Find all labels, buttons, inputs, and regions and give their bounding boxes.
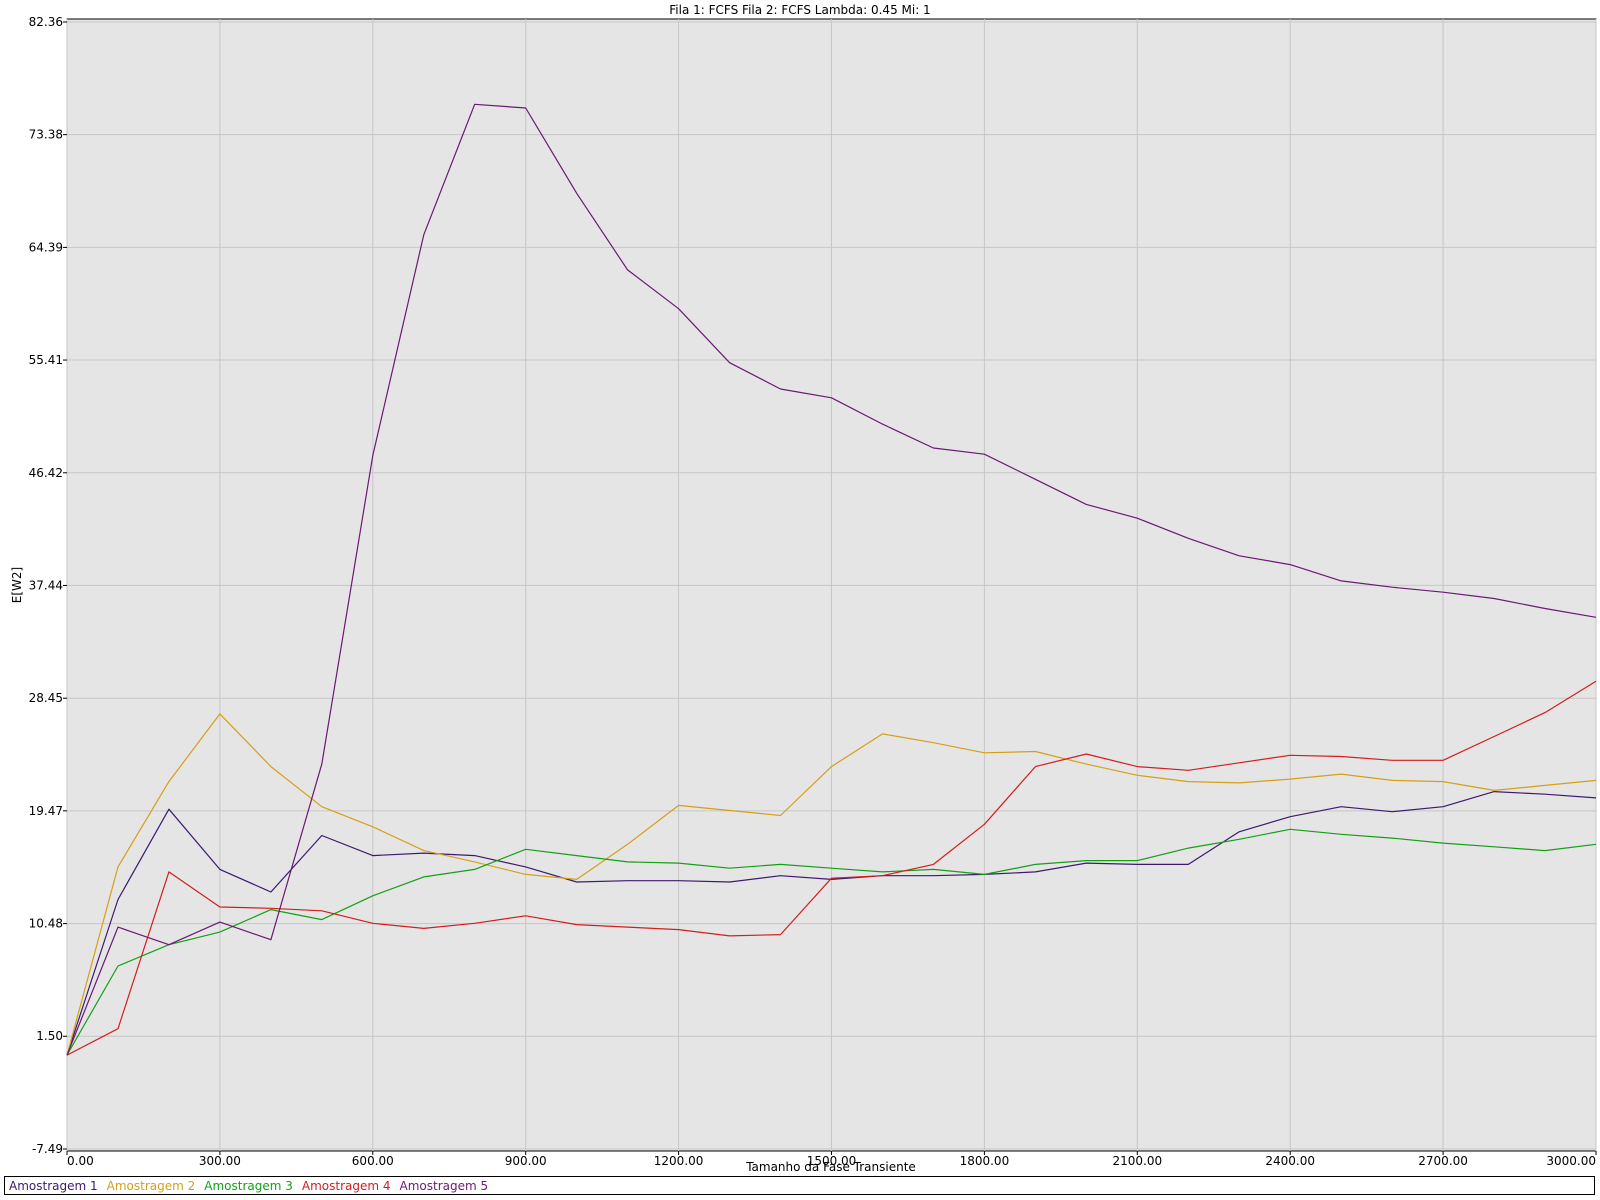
x-tick-label: 2400.00	[1265, 1154, 1315, 1168]
legend: Amostragem 1 Amostragem 2 Amostragem 3 Amos…	[4, 1176, 1595, 1195]
y-tick-label: -7.49	[32, 1142, 63, 1156]
x-tick-label: 0.00	[67, 1154, 94, 1168]
grid-lines	[66, 19, 1597, 1151]
legend-item-1: Amostragem 1	[9, 1178, 98, 1193]
y-axis-label: E[W2]	[10, 567, 24, 603]
legend-item-2: Amostragem 2	[106, 1178, 196, 1193]
series-line-4	[66, 680, 1597, 1056]
series-line-3	[66, 828, 1597, 1056]
x-tick-label: 1800.00	[960, 1154, 1010, 1168]
x-tick-label: 3000.00	[1546, 1154, 1596, 1168]
chart-title: Fila 1: FCFS Fila 2: FCFS Lambda: 0.45 M…	[669, 3, 930, 17]
x-tick-label: 600.00	[352, 1154, 394, 1168]
series-line-5	[66, 103, 1597, 1056]
x-tick-label: 300.00	[199, 1154, 241, 1168]
y-tick-label: 1.50	[36, 1029, 63, 1043]
x-tick-label: 2700.00	[1418, 1154, 1468, 1168]
y-tick-label: 46.42	[29, 466, 63, 480]
legend-item-5: Amostragem 5	[399, 1178, 489, 1193]
y-axis-ticks: 82.36 73.38 64.39 55.41 46.42 37.44 28.45 19.47…	[29, 15, 67, 1156]
x-axis-label: Tamanho da Fase Transiente	[745, 1160, 916, 1174]
y-tick-label: 37.44	[29, 578, 63, 592]
y-tick-label: 10.48	[29, 917, 63, 931]
x-tick-label: 900.00	[505, 1154, 547, 1168]
legend-item-3: Amostragem 3	[204, 1178, 293, 1193]
y-tick-label: 28.45	[29, 691, 63, 705]
y-tick-label: 73.38	[29, 128, 63, 142]
legend-item-4: Amostragem 4	[301, 1178, 391, 1193]
series-lines	[66, 103, 1597, 1056]
series-line-1	[66, 790, 1597, 1056]
x-tick-label: 2100.00	[1112, 1154, 1162, 1168]
x-tick-label: 1500.00	[807, 1154, 857, 1168]
y-tick-label: 19.47	[29, 804, 63, 818]
y-tick-label: 64.39	[29, 240, 63, 254]
x-axis-ticks: 0.00 300.00 600.00 900.00 1200.00 1500.00 1800…	[66, 1151, 1597, 1168]
series-line-2	[66, 713, 1597, 1056]
x-tick-label: 1200.00	[654, 1154, 704, 1168]
y-tick-label: 82.36	[29, 15, 63, 29]
y-tick-label: 55.41	[29, 353, 63, 367]
